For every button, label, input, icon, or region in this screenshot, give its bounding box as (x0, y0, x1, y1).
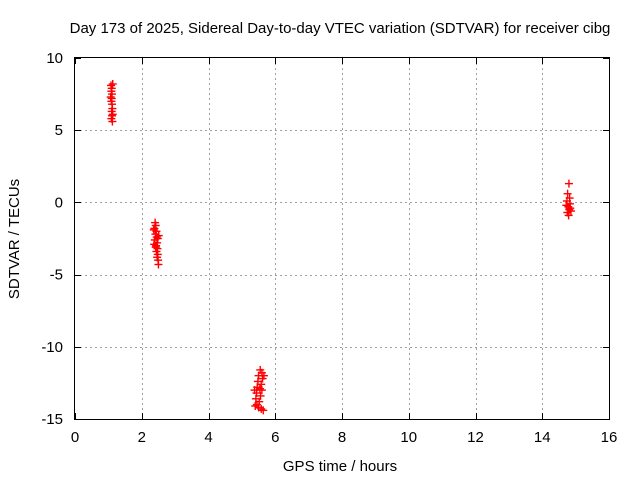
data-point (108, 117, 117, 126)
x-tick-label: 12 (467, 429, 484, 446)
data-point (564, 211, 573, 220)
data-point (154, 260, 163, 269)
data-point (251, 402, 260, 411)
data-point (255, 384, 264, 393)
x-tick-label: 4 (204, 429, 212, 446)
y-tick-labels: 10 5 0 -5 -10 -15 (41, 50, 63, 428)
x-tick-label: 2 (138, 429, 146, 446)
axis-ticks (75, 58, 610, 420)
data-point (108, 79, 117, 88)
grid-lines (75, 58, 609, 419)
data-point (563, 189, 572, 198)
x-axis-label: GPS time / hours (283, 458, 397, 475)
x-tick-label: 6 (271, 429, 279, 446)
data-point (153, 234, 162, 243)
y-tick-label: -15 (41, 411, 63, 428)
data-point (108, 110, 117, 119)
data-point (151, 243, 160, 252)
x-tick-label: 10 (400, 429, 417, 446)
y-tick-label: 0 (55, 194, 63, 211)
data-point (256, 391, 265, 400)
data-point (149, 225, 158, 234)
chart-title: Day 173 of 2025, Sidereal Day-to-day VTE… (70, 20, 611, 37)
x-tick-label: 8 (338, 429, 346, 446)
data-point (259, 371, 268, 380)
y-tick-label: 5 (55, 122, 63, 139)
y-tick-label: 10 (46, 50, 63, 67)
x-tick-label: 0 (71, 429, 79, 446)
data-point (259, 406, 268, 415)
x-tick-label: 14 (534, 429, 551, 446)
y-axis-label: SDTVAR / TECUs (6, 179, 23, 299)
data-point (250, 386, 259, 395)
data-point (562, 201, 571, 210)
y-tick-label: -10 (41, 339, 63, 356)
data-points (106, 79, 575, 415)
data-point (106, 92, 115, 101)
x-tick-labels: 0 2 4 6 8 10 12 14 16 (71, 429, 618, 446)
data-point (564, 179, 573, 188)
data-point (566, 207, 575, 216)
plot-frame (74, 57, 610, 420)
y-tick-label: -5 (50, 267, 63, 284)
x-tick-label: 16 (601, 429, 618, 446)
